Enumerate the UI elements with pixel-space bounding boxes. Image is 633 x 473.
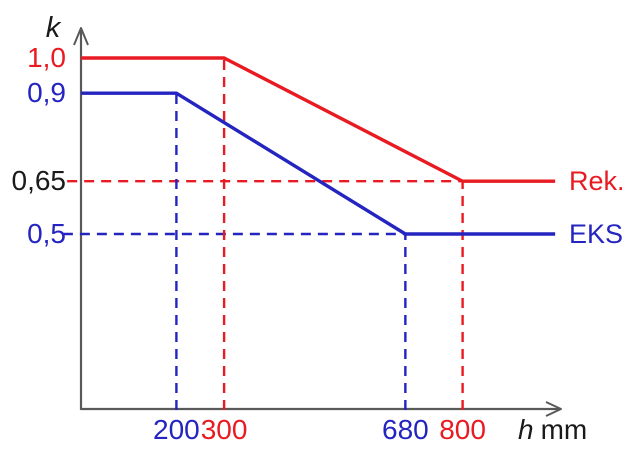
y-tick-0-65: 0,65 [11,165,67,197]
series-label-rek: Rek. [569,166,625,197]
y-tick-0-9: 0,9 [27,77,66,109]
x-tick-200: 200 [153,414,200,445]
x-tick-300: 300 [200,414,248,445]
x-axis-unit: mm [540,414,588,445]
x-tick-800: 800 [439,414,486,445]
x-axis-title: h mm [518,414,587,446]
x-tick-680: 680 [382,414,429,445]
y-tick-0-5: 0,5 [27,218,66,249]
y-tick-1-0: 1,0 [27,42,66,73]
series-label-eks: EKS [569,219,624,249]
y-axis-title: k [45,12,61,44]
x-axis-variable: h [518,414,534,445]
